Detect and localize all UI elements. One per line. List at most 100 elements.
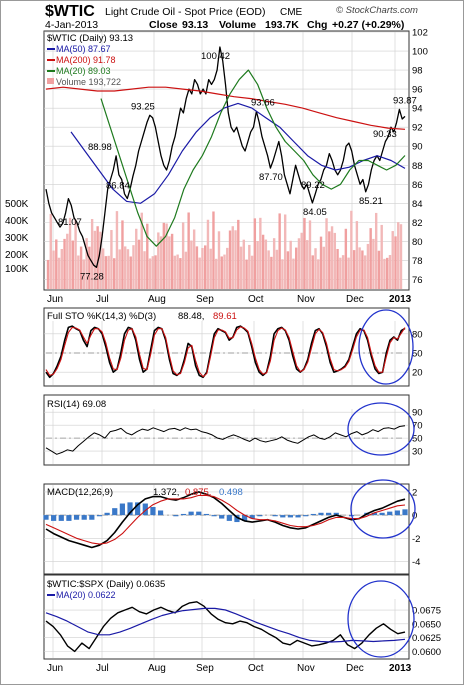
volume-bar <box>397 222 400 289</box>
volume-bar <box>165 223 168 289</box>
x-tick-label: Dec <box>346 663 364 674</box>
histogram-bar <box>333 512 339 516</box>
volume-bar <box>261 234 265 289</box>
y-tick-label: 50 <box>412 349 423 360</box>
y-tick-label: 0.0600 <box>412 647 441 658</box>
volume-bar <box>220 256 223 289</box>
x-axis-top: Jun Jul Aug Sep Oct Nov Dec 2013 <box>47 294 412 305</box>
volume-bar <box>90 219 94 289</box>
volume-bar <box>132 245 135 289</box>
histogram-bar <box>287 515 294 518</box>
x-tick-label: Aug <box>148 294 166 305</box>
volume-bar <box>311 255 314 289</box>
volume-bar <box>275 249 279 289</box>
volume-bar <box>110 230 113 289</box>
histogram-bar <box>303 515 309 517</box>
histogram-bar <box>66 515 72 521</box>
histogram-bar <box>371 512 378 516</box>
volume-bar <box>341 255 345 289</box>
x-tick-label: 2013 <box>389 663 412 674</box>
volume-bar <box>209 248 212 289</box>
volume-bar <box>212 211 215 289</box>
histogram-bar <box>188 511 194 516</box>
histogram-bar <box>280 515 286 518</box>
price-annotation: 84.05 <box>303 207 327 218</box>
series-line <box>70 102 406 204</box>
volume-bar <box>234 230 237 289</box>
volume-bar <box>388 255 392 289</box>
histogram-bar <box>226 515 232 521</box>
volume-bar <box>85 238 88 289</box>
symbol: $WTIC <box>45 3 95 20</box>
volume-bar <box>118 249 121 289</box>
y-tick-label: 84 <box>412 199 423 210</box>
volume-bar <box>256 241 259 289</box>
x-tick-label: Jun <box>47 294 63 305</box>
volume-bar <box>154 255 157 289</box>
volume-bar <box>179 258 182 289</box>
volume-bar <box>314 248 317 289</box>
x-tick-label: Oct <box>248 663 264 674</box>
histogram-bar <box>180 513 187 516</box>
histogram-bar <box>203 513 210 516</box>
histogram-bar <box>394 510 400 516</box>
y-tick-label: 20 <box>412 368 423 379</box>
volume-bar <box>184 251 188 289</box>
x-tick-label: Dec <box>346 294 364 305</box>
histogram-bar <box>234 515 240 523</box>
volume-bar <box>363 255 367 289</box>
price-annotations: 81.07 77.28 88.98 86.84 93.25 100.42 93.66 87.7… <box>58 51 417 282</box>
volume-bar <box>223 254 226 289</box>
volume-bar <box>237 219 240 289</box>
ratio-title: $WTIC:$SPX (Daily) 0.0635 <box>47 579 165 590</box>
volume-bar <box>135 228 138 289</box>
volume-bar <box>151 256 154 289</box>
histogram-bar <box>81 515 87 520</box>
ratio-ma-legend: MA(20) 0.0622 <box>56 590 116 600</box>
y-tick-label: 90 <box>412 408 423 419</box>
volume-bar <box>366 243 370 289</box>
volume-bar <box>148 258 152 289</box>
volume-tick: 500K <box>5 199 29 210</box>
legend-ma50: MA(50) 87.67 <box>56 44 111 54</box>
volume-bar <box>55 239 58 289</box>
legend-ma200: MA(200) 91.78 <box>56 55 116 65</box>
volume-axis: 100K 200K 300K 400K 500K <box>5 199 29 275</box>
volume-bar <box>159 236 163 289</box>
volume-bar <box>328 231 331 289</box>
y-tick-label: -4 <box>412 557 420 568</box>
volume-bar <box>137 239 141 289</box>
legend-main: $WTIC (Daily) 93.13 <box>47 33 133 44</box>
close-label: Close <box>149 19 178 31</box>
histogram-bar <box>379 512 385 516</box>
volume-bar <box>272 238 276 289</box>
volume-bar <box>206 219 210 289</box>
histogram-bar <box>104 512 110 516</box>
y-tick-label: 100 <box>412 47 428 58</box>
histogram-bar <box>173 515 179 517</box>
highlight-circle <box>350 479 416 539</box>
histogram-bar <box>326 512 332 516</box>
exchange: CME <box>280 7 303 18</box>
y-tick-label: -2 <box>412 534 420 545</box>
histogram-bar <box>310 513 316 516</box>
volume-bar <box>195 246 199 289</box>
volume-bar <box>190 240 193 289</box>
y-tick-label: 0.0650 <box>412 619 441 630</box>
volume-bar <box>303 217 306 289</box>
x-tick-label: Nov <box>297 663 315 674</box>
y-tick-label: 98 <box>412 66 423 77</box>
volume-bar <box>383 258 386 289</box>
volume-tick: 100K <box>5 264 29 275</box>
volume-bar <box>226 247 229 289</box>
volume-bar <box>93 230 97 289</box>
volume-bar <box>215 258 218 289</box>
price-panel <box>43 30 410 291</box>
histogram-bar <box>73 515 80 520</box>
volume-bar <box>146 223 149 289</box>
series-line <box>100 69 406 247</box>
volume-bar <box>129 256 132 289</box>
volume-bar <box>330 226 334 289</box>
rsi-legend: RSI(14) 69.08 <box>47 399 106 410</box>
